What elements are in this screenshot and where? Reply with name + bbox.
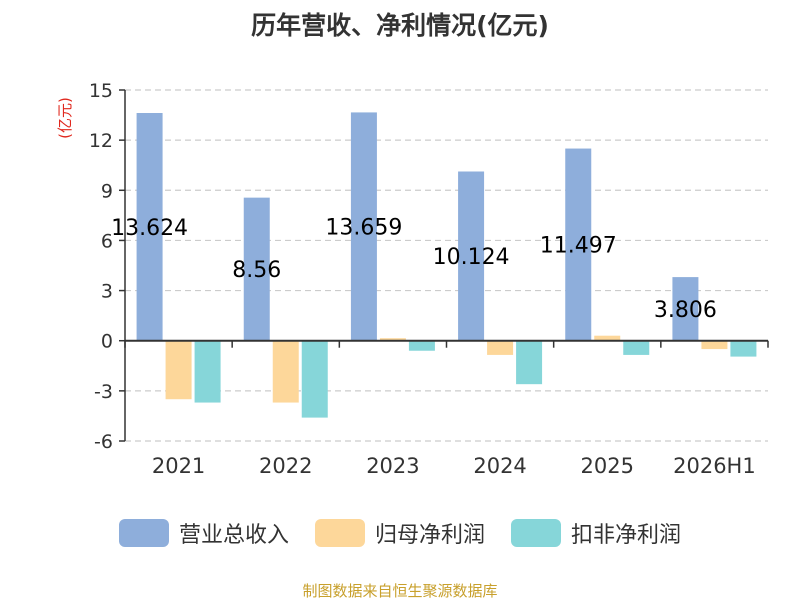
bar-revenue — [458, 171, 485, 341]
legend-swatch-revenue — [118, 519, 169, 547]
x-tick-label: 2026H1 — [673, 454, 756, 478]
x-tick-label: 2022 — [259, 454, 312, 478]
bar-revenue — [350, 112, 377, 341]
bar-deducted-profit — [301, 340, 328, 418]
bar-revenue — [243, 197, 270, 341]
x-tick-label: 2025 — [581, 454, 634, 478]
y-tick-label: 9 — [101, 180, 113, 202]
bar-net-profit — [165, 340, 192, 400]
bar-deducted-profit — [730, 340, 757, 357]
y-tick-label: 3 — [101, 281, 113, 303]
legend-swatch-net-profit — [314, 519, 365, 547]
data-label-revenue: 11.497 — [540, 234, 617, 259]
y-tick-label: 6 — [101, 230, 113, 252]
bar-deducted-profit — [516, 340, 543, 385]
data-label-revenue: 10.124 — [433, 245, 510, 270]
data-label-revenue: 8.56 — [232, 258, 281, 283]
bar-net-profit — [379, 338, 406, 341]
bar-revenue — [565, 148, 592, 341]
bar-net-profit — [487, 340, 514, 355]
legend-item-deducted-profit[interactable]: 扣非净利润 — [511, 517, 681, 549]
bar-net-profit — [701, 340, 728, 350]
legend-label-net-profit: 归母净利润 — [374, 523, 485, 548]
legend-swatch-deducted-profit — [511, 519, 561, 547]
legend-item-net-profit[interactable]: 归母净利润 — [314, 517, 485, 549]
bar-revenue — [672, 277, 699, 341]
y-axis-label: (亿元) — [56, 97, 74, 139]
bar-deducted-profit — [623, 340, 650, 355]
y-tick-label: 0 — [101, 331, 113, 353]
y-tick-label: -3 — [94, 381, 113, 403]
chart-title: 历年营收、净利情况(亿元) — [251, 11, 549, 40]
legend-item-revenue[interactable]: 营业总收入 — [118, 517, 289, 549]
bar-revenue — [136, 112, 163, 341]
bar-deducted-profit — [408, 340, 435, 351]
x-tick-label: 2024 — [473, 454, 526, 478]
source-note: 制图数据来自恒生聚源数据库 — [302, 582, 498, 600]
legend: 营业总收入 归母净利润 扣非净利润 — [0, 517, 800, 549]
data-label-revenue: 13.624 — [111, 216, 188, 241]
data-label-revenue: 3.806 — [654, 298, 717, 323]
bar-net-profit — [594, 335, 621, 341]
y-tick-label: 12 — [89, 130, 113, 152]
y-tick-label: -6 — [94, 431, 113, 453]
bar-deducted-profit — [194, 340, 221, 403]
x-tick-label: 2023 — [366, 454, 419, 478]
legend-label-deducted-profit: 扣非净利润 — [571, 523, 682, 548]
legend-label-revenue: 营业总收入 — [178, 523, 289, 548]
data-label-revenue: 13.659 — [325, 216, 402, 241]
y-tick-label: 15 — [89, 80, 113, 102]
x-tick-label: 2021 — [152, 454, 205, 478]
bar-net-profit — [272, 340, 299, 403]
